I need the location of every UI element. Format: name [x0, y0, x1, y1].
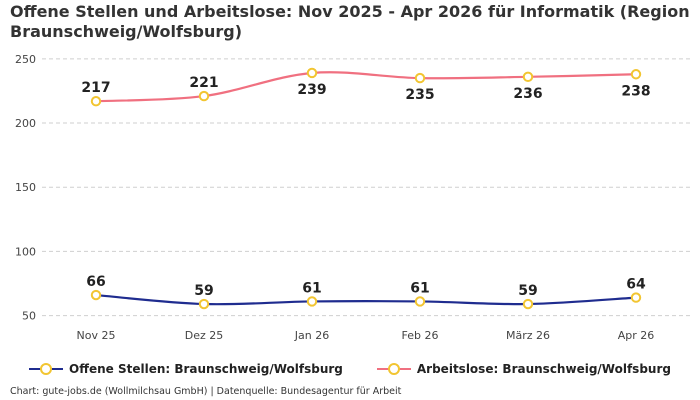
- legend-label-offene-stellen: Offene Stellen: Braunschweig/Wolfsburg: [69, 362, 343, 376]
- chart-legend: Offene Stellen: Braunschweig/Wolfsburg A…: [0, 362, 700, 376]
- data-point[interactable]: [630, 292, 642, 303]
- x-tick-label: Dez 25: [185, 329, 224, 342]
- y-tick-label: 100: [15, 245, 36, 258]
- y-tick-label: 200: [15, 117, 36, 130]
- data-label: 221: [189, 75, 218, 91]
- y-tick-label: 250: [15, 53, 36, 66]
- x-tick-label: Nov 25: [77, 329, 116, 342]
- legend-item-arbeitslose[interactable]: Arbeitslose: Braunschweig/Wolfsburg: [376, 362, 671, 376]
- series-line-0: [95, 293, 637, 306]
- legend-marker-offene-stellen: [29, 363, 64, 375]
- data-point[interactable]: [198, 90, 210, 102]
- x-tick-label: Jan 26: [294, 329, 329, 342]
- x-tick-label: Feb 26: [402, 329, 439, 342]
- data-point[interactable]: [306, 296, 318, 307]
- legend-marker-arbeitslose: [376, 363, 411, 375]
- legend-item-offene-stellen[interactable]: Offene Stellen: Braunschweig/Wolfsburg: [29, 362, 343, 376]
- y-tick-label: 50: [22, 310, 36, 323]
- data-label: 59: [194, 283, 213, 299]
- data-point[interactable]: [306, 67, 318, 79]
- chart-title: Offene Stellen und Arbeitslose: Nov 2025…: [10, 2, 690, 41]
- data-label: 66: [86, 274, 105, 290]
- y-tick-label: 150: [15, 181, 36, 194]
- data-label: 61: [410, 280, 429, 296]
- x-tick-label: März 26: [506, 329, 550, 342]
- data-label: 59: [518, 283, 537, 299]
- data-label: 217: [81, 80, 110, 96]
- data-point[interactable]: [90, 96, 102, 107]
- data-label: 239: [297, 82, 326, 98]
- data-point[interactable]: [198, 298, 210, 310]
- series-line-1: [95, 71, 637, 103]
- data-point[interactable]: [630, 69, 642, 80]
- data-point[interactable]: [90, 289, 102, 301]
- data-label: 64: [626, 277, 646, 293]
- data-point[interactable]: [414, 72, 426, 84]
- x-tick-label: Apr 26: [618, 329, 655, 342]
- data-point[interactable]: [522, 298, 534, 310]
- legend-label-arbeitslose: Arbeitslose: Braunschweig/Wolfsburg: [416, 362, 671, 376]
- data-point[interactable]: [522, 71, 534, 83]
- data-label: 235: [405, 87, 434, 103]
- source-credit: Chart: gute-jobs.de (Wollmilchsau GmbH) …: [10, 386, 402, 397]
- data-label: 236: [513, 86, 542, 102]
- data-label: 238: [621, 83, 650, 99]
- data-label: 61: [302, 280, 321, 296]
- data-point[interactable]: [414, 296, 426, 307]
